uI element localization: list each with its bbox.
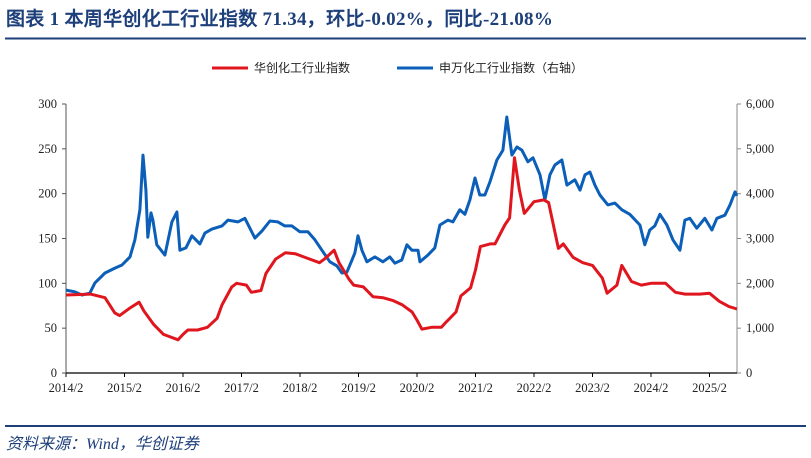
- x-tick-label: 2018/2: [283, 381, 318, 395]
- chart-title: 图表 1 本周华创化工行业指数 71.34，环比-0.02%，同比-21.08%: [6, 9, 554, 30]
- y-right-tick-label: 5,000: [746, 142, 774, 156]
- y-left-tick-label: 50: [45, 321, 58, 335]
- y-left-tick-label: 100: [38, 276, 57, 290]
- x-tick-label: 2017/2: [224, 381, 259, 395]
- x-tick-label: 2020/2: [400, 381, 435, 395]
- x-tick-label: 2022/2: [517, 381, 552, 395]
- y-left-tick-label: 200: [38, 187, 57, 201]
- series-line-shenwan-chemical: [65, 115, 739, 297]
- y-right-tick-label: 3,000: [746, 232, 774, 246]
- y-right-tick-label: 2,000: [746, 276, 774, 290]
- y-left-tick-label: 250: [38, 142, 57, 156]
- y-left-tick-label: 0: [51, 366, 57, 380]
- y-right-tick-label: 6,000: [746, 97, 774, 111]
- x-tick-label: 2023/2: [575, 381, 610, 395]
- y-right-tick-label: 1,000: [746, 321, 774, 335]
- x-tick-label: 2014/2: [49, 381, 84, 395]
- x-tick-label: 2024/2: [634, 381, 669, 395]
- x-tick-label: 2015/2: [107, 381, 142, 395]
- legend: 华创化工行业指数 申万化工行业指数（右轴）: [212, 60, 583, 75]
- x-tick-label: 2021/2: [458, 381, 493, 395]
- x-tick-label: 2016/2: [166, 381, 201, 395]
- source-note: 资料来源：Wind，华创证券: [6, 436, 199, 453]
- y-left-tick-label: 150: [38, 232, 57, 246]
- x-tick-label: 2025/2: [692, 381, 727, 395]
- legend-label-blue: 申万化工行业指数（右轴）: [439, 60, 583, 75]
- legend-label-red: 华创化工行业指数: [254, 60, 350, 75]
- series-line-huachuang-chemical: [65, 156, 738, 342]
- y-right-tick-label: 4,000: [746, 187, 774, 201]
- y-left-tick-label: 300: [38, 97, 57, 111]
- x-tick-label: 2019/2: [341, 381, 376, 395]
- y-right-tick-label: 0: [746, 366, 752, 380]
